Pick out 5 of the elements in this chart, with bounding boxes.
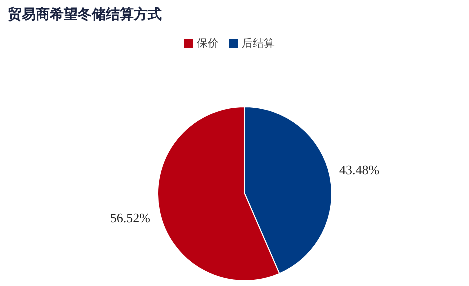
legend-label: 后结算: [242, 37, 275, 50]
legend-label: 保价: [197, 37, 219, 50]
data-label: 56.52%: [110, 210, 151, 226]
data-label: 43.48%: [340, 162, 380, 178]
chart-title: 贸易商希望冬储结算方式: [8, 6, 162, 24]
